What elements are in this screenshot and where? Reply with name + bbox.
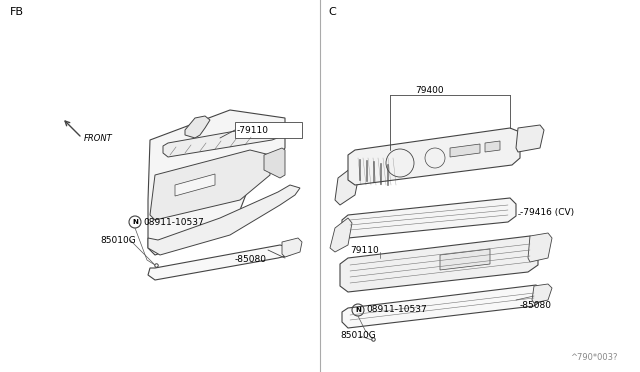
Text: -85080: -85080 (520, 301, 552, 311)
Polygon shape (330, 218, 352, 252)
Text: N: N (355, 307, 361, 313)
Polygon shape (485, 141, 500, 152)
Polygon shape (516, 125, 544, 152)
Polygon shape (175, 174, 215, 196)
Polygon shape (348, 128, 520, 185)
Polygon shape (235, 122, 302, 138)
Text: -85080: -85080 (235, 256, 267, 264)
Polygon shape (450, 144, 480, 157)
Polygon shape (148, 110, 285, 255)
Polygon shape (148, 245, 292, 280)
Text: N: N (132, 219, 138, 225)
Polygon shape (264, 148, 285, 178)
Polygon shape (163, 124, 280, 157)
Text: -79416 (CV): -79416 (CV) (520, 208, 574, 217)
Polygon shape (150, 150, 270, 220)
Text: C: C (328, 7, 336, 17)
Text: -79110: -79110 (237, 125, 269, 135)
Polygon shape (340, 236, 538, 292)
Text: FB: FB (10, 7, 24, 17)
Text: 79400: 79400 (416, 86, 444, 94)
Polygon shape (148, 185, 300, 255)
Text: 08911-10537: 08911-10537 (366, 305, 427, 314)
Text: 85010G: 85010G (100, 235, 136, 244)
Polygon shape (440, 249, 490, 270)
Polygon shape (335, 165, 360, 205)
Polygon shape (342, 285, 542, 328)
Text: 08911-10537: 08911-10537 (143, 218, 204, 227)
Polygon shape (532, 284, 552, 303)
Polygon shape (342, 198, 516, 238)
Polygon shape (185, 116, 210, 138)
Polygon shape (282, 238, 302, 257)
Text: 79110: 79110 (350, 246, 379, 254)
Text: ^790*003?: ^790*003? (570, 353, 618, 362)
Text: FRONT: FRONT (84, 134, 113, 142)
Polygon shape (528, 233, 552, 262)
Text: 85010G: 85010G (340, 331, 376, 340)
